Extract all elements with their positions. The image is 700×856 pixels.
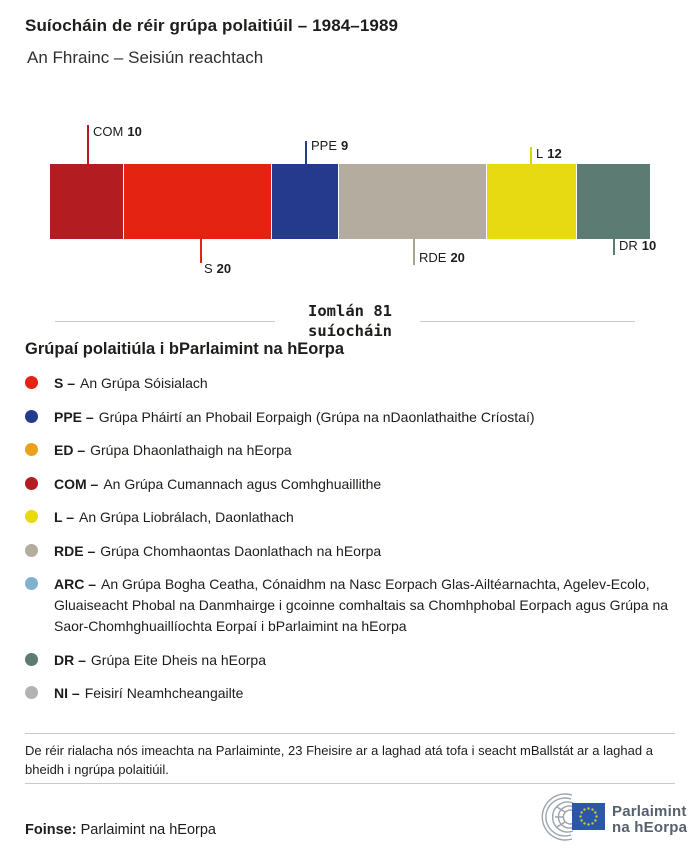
- total-rule-left: [55, 321, 275, 322]
- legend-dot-rde-icon: [25, 543, 38, 557]
- callout-line-s: [200, 239, 202, 263]
- footnote: De réir rialacha nós imeachta na Parlaim…: [25, 743, 653, 777]
- bar-segment-l: [487, 164, 577, 239]
- bar-segment-com: [50, 164, 125, 239]
- legend-item-s: S – An Grúpa Sóisialach: [25, 373, 677, 394]
- legend-name: Grúpa Eite Dheis na hEorpa: [90, 651, 267, 668]
- bar-segment-s: [124, 164, 273, 239]
- callout-label-com: COM 10: [93, 124, 142, 139]
- page-title: Suíocháin de réir grúpa polaitiúil – 198…: [25, 16, 399, 35]
- legend-item-rde: RDE – Grúpa Chomhaontas Daonlathach na hE…: [25, 541, 677, 562]
- callout-code: L: [536, 146, 544, 161]
- legend-name: An Grúpa Bogha Ceatha, Cónaidhm na Nasc …: [54, 576, 669, 634]
- callout-label-s: S 20: [204, 261, 231, 276]
- legend-item-ni: NI – Feisirí Neamhcheangailte: [25, 683, 677, 704]
- legend-code: PPE –: [54, 408, 94, 425]
- legend-heading: Grúpaí polaitiúla i bParlaimint na hEorp…: [25, 340, 345, 358]
- callout-value: 10: [127, 124, 142, 139]
- callout-line-com: [87, 125, 89, 164]
- ep-logo-wordmark: Parlaimint na hEorpa: [612, 804, 687, 836]
- legend-code: ARC –: [54, 576, 97, 592]
- source-label: Foinse:: [25, 822, 77, 838]
- ep-logo-line1: Parlaimint: [612, 803, 687, 820]
- legend-item-ppe: PPE – Grúpa Pháirtí an Phobail Eorpaigh (…: [25, 407, 677, 428]
- bar-segment-ppe: [272, 164, 340, 239]
- legend-item-com: COM – An Grúpa Cumannach agus Comhghuaill…: [25, 474, 677, 495]
- legend-code: NI –: [54, 685, 80, 701]
- legend-dot-ni-icon: [25, 686, 38, 699]
- legend-item-l: L – An Grúpa Liobrálach, Daonlathach: [25, 507, 677, 528]
- footer-divider-bottom: [25, 783, 675, 784]
- legend-name: Grúpa Chomhaontas Daonlathach na hEorpa: [100, 542, 382, 559]
- ep-hemicycle-icon: [527, 790, 605, 851]
- legend-name: Grúpa Dhaonlathaigh na hEorpa: [90, 442, 292, 458]
- legend-code: COM –: [54, 475, 99, 492]
- legend-name: Feisirí Neamhcheangailte: [84, 685, 244, 701]
- callout-value: 20: [450, 250, 465, 265]
- legend-dot-s-icon: [25, 376, 38, 389]
- callout-label-ppe: PPE 9: [311, 138, 348, 153]
- callout-value: 9: [341, 138, 349, 153]
- bar-segment-dr: [576, 164, 650, 239]
- callout-line-rde: [413, 239, 415, 265]
- callout-code: PPE: [311, 138, 338, 153]
- callout-code: COM: [93, 124, 124, 139]
- legend-name: An Grúpa Cumannach agus Comhghuaillithe: [103, 475, 382, 492]
- footer-divider-top: [25, 733, 675, 734]
- legend-dot-arc-icon: [25, 577, 38, 590]
- callout-code: DR: [619, 238, 638, 253]
- legend-code: L –: [54, 509, 74, 525]
- total-line2: suíocháin: [308, 322, 392, 340]
- callout-code: S: [204, 261, 213, 276]
- callout-value: 12: [547, 146, 562, 161]
- page-subtitle: An Fhrainc – Seisiún reachtach: [27, 48, 264, 67]
- bar-segment-rde: [339, 164, 488, 239]
- legend-code: ED –: [54, 442, 86, 458]
- callout-line-l: [530, 147, 532, 164]
- source-line: Foinse: Parlaimint na hEorpa: [25, 822, 216, 838]
- european-parliament-logo: Parlaimint na hEorpa: [527, 791, 693, 849]
- total-line1: Iomlán 81: [308, 302, 392, 320]
- callout-code: RDE: [419, 250, 447, 265]
- callout-value: 20: [216, 261, 232, 276]
- legend-item-dr: DR – Grúpa Eite Dheis na hEorpa: [25, 650, 677, 671]
- seat-bar: [50, 164, 650, 239]
- legend-name: An Grúpa Liobrálach, Daonlathach: [78, 509, 294, 525]
- legend-dot-l-icon: [25, 510, 38, 523]
- legend-code: RDE –: [54, 542, 96, 559]
- legend-code: S –: [54, 375, 76, 391]
- callout-value: 10: [641, 238, 657, 253]
- callout-line-dr: [613, 239, 615, 255]
- callout-label-dr: DR 10: [619, 238, 656, 253]
- total-rule-right: [420, 321, 635, 322]
- legend-dot-ppe-icon: [25, 409, 38, 423]
- source-value: Parlaimint na hEorpa: [80, 822, 217, 838]
- legend-item-arc: ARC – An Grúpa Bogha Ceatha, Cónaidhm na …: [25, 574, 677, 637]
- legend-code: DR –: [54, 651, 86, 668]
- legend-name: Grúpa Pháirtí an Phobail Eorpaigh (Grúpa…: [98, 408, 535, 425]
- total-seats-label: Iomlán 81 suíocháin: [280, 301, 420, 341]
- legend-item-ed: ED – Grúpa Dhaonlathaigh na hEorpa: [25, 440, 677, 461]
- ep-logo-line2: na hEorpa: [612, 819, 688, 836]
- callout-label-rde: RDE 20: [419, 250, 465, 265]
- legend-dot-ed-icon: [25, 443, 38, 456]
- legend-dot-dr-icon: [25, 652, 38, 666]
- callout-label-l: L 12: [536, 146, 562, 161]
- callout-line-ppe: [305, 141, 307, 164]
- legend-dot-com-icon: [25, 476, 38, 490]
- legend-name: An Grúpa Sóisialach: [80, 375, 208, 391]
- legend-list: S – An Grúpa Sóisialach PPE – Grúpa Pháirt…: [25, 373, 677, 717]
